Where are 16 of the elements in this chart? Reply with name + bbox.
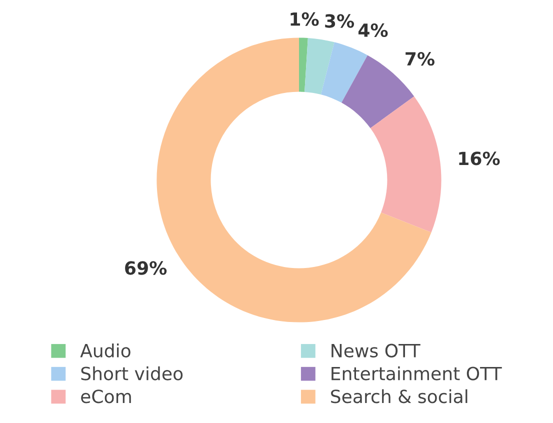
data-label: 7% bbox=[406, 52, 434, 66]
legend-label: Short video bbox=[81, 366, 183, 380]
donut-slice bbox=[299, 38, 308, 92]
donut-slice bbox=[304, 38, 334, 95]
donut-slice bbox=[370, 96, 442, 232]
donut-slice bbox=[320, 42, 368, 103]
legend-label: eCom bbox=[81, 390, 131, 404]
data-label: 69% bbox=[125, 261, 167, 275]
legend-label: Search & social bbox=[331, 389, 468, 404]
data-label: 1% bbox=[290, 12, 319, 26]
legend-label: Entertainment OTT bbox=[332, 366, 502, 380]
data-label: 16% bbox=[459, 152, 500, 166]
legend-label: News OTT bbox=[332, 344, 420, 358]
data-label: 3% bbox=[325, 14, 354, 28]
legend-label: Audio bbox=[80, 343, 130, 358]
data-label: 4% bbox=[358, 23, 388, 38]
